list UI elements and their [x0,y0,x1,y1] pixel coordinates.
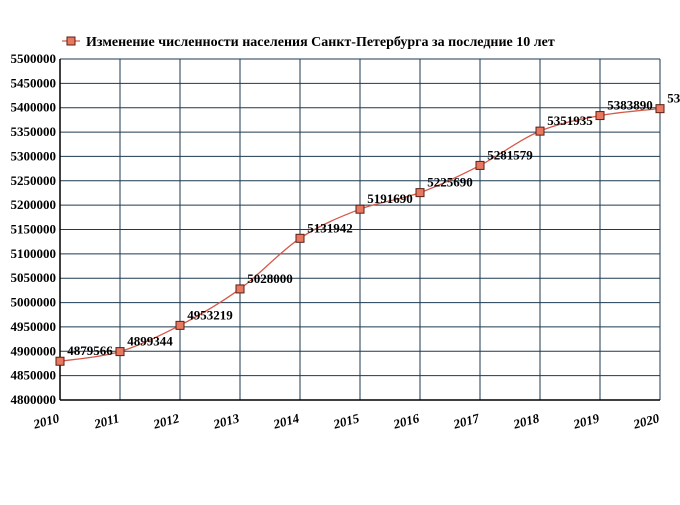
data-point [175,320,185,330]
data-point [655,104,665,114]
y-tick-label: 5050000 [11,270,57,285]
data-point [475,160,485,170]
x-tick-label: 2011 [91,410,120,431]
data-label: 5191690 [367,191,413,206]
y-tick-label: 5000000 [11,295,57,310]
data-point [355,204,365,214]
y-tick-label: 5500000 [11,51,57,66]
data-label: 5028000 [247,271,293,286]
y-tick-label: 4900000 [11,343,57,358]
data-label: 5383890 [607,98,653,113]
x-tick-label: 2016 [391,410,421,432]
data-label: 4899344 [127,334,173,349]
x-tick-label: 2017 [451,410,481,432]
data-point [115,347,125,357]
data-label: 5351935 [547,113,593,128]
data-point [55,356,65,366]
series-layer [55,104,665,366]
data-point [415,188,425,198]
legend: Изменение численности населения Санкт-Пе… [62,35,555,50]
x-tick-labels: 2010 2011 2012 2013 2014 2015 2016 2017 2018 2019… [31,410,661,432]
data-point [295,233,305,243]
data-label: 5225690 [427,175,473,190]
axis-layer [59,59,660,401]
data-point [235,284,245,294]
x-tick-label: 2014 [271,410,301,432]
grid-layer [59,58,661,401]
y-tick-label: 5300000 [11,148,57,163]
y-tick-labels: 4800000 4850000 4900000 4950000 5000000 50500… [11,51,57,407]
y-tick-label: 5250000 [11,173,57,188]
y-tick-label: 5150000 [11,222,57,237]
y-tick-label: 4850000 [11,368,57,383]
x-tick-label: 2019 [571,410,601,432]
data-labels: 4879566 4899344 4953219 5028000 5131942 51916… [67,91,680,359]
y-tick-label: 5100000 [11,246,57,261]
x-tick-label: 2018 [511,410,541,432]
y-tick-label: 5400000 [11,100,57,115]
y-tick-label: 4950000 [11,319,57,334]
data-point [595,111,605,121]
legend-label: Изменение численности населения Санкт-Пе… [86,35,555,50]
data-label: 5281579 [487,147,533,162]
x-tick-label: 2015 [331,410,361,432]
data-point [535,126,545,136]
x-tick-label: 2020 [631,410,661,432]
x-tick-label: 2013 [211,410,241,432]
data-label: 4953219 [187,307,233,322]
x-tick-label: 2012 [151,410,181,432]
x-tick-label: 2010 [31,410,61,432]
y-tick-label: 5350000 [11,124,57,139]
legend-marker-swatch [66,36,76,46]
y-tick-label: 5450000 [11,75,57,90]
y-tick-label: 4800000 [11,392,57,407]
data-label: 4879566 [67,343,113,358]
y-tick-label: 5200000 [11,197,57,212]
data-label: 5398064 [667,91,680,106]
data-label: 5131942 [307,220,353,235]
